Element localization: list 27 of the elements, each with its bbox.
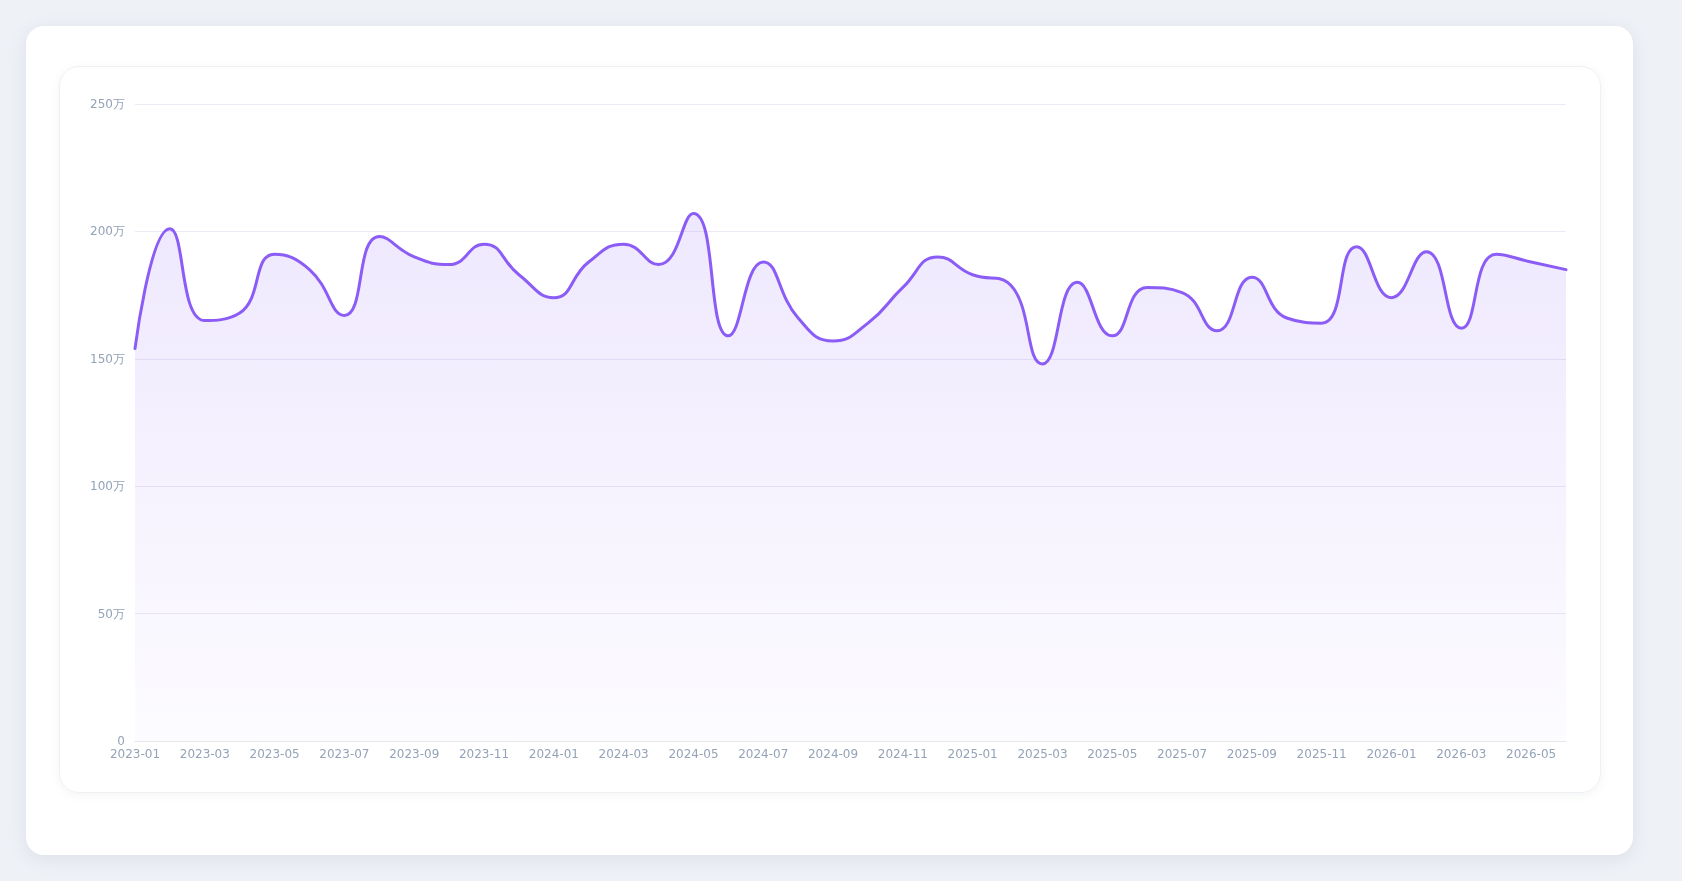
x-tick-label: 2023-03 <box>179 747 230 761</box>
x-tick-label: 2026-05 <box>1506 747 1557 761</box>
x-tick-label: 2025-03 <box>1017 747 1068 761</box>
x-tick-label: 2024-11 <box>877 747 928 761</box>
x-tick-label: 2024-05 <box>668 747 719 761</box>
y-tick-label: 250万 <box>90 97 125 111</box>
x-tick-label: 2026-03 <box>1436 747 1487 761</box>
x-tick-label: 2025-07 <box>1157 747 1208 761</box>
y-tick-label: 0 <box>117 734 125 748</box>
x-tick-label: 2025-05 <box>1087 747 1138 761</box>
x-tick-label: 2023-09 <box>389 747 440 761</box>
x-tick-label: 2024-07 <box>738 747 789 761</box>
x-tick-label: 2024-01 <box>528 747 579 761</box>
x-tick-label: 2024-09 <box>807 747 859 761</box>
y-tick-label: 50万 <box>97 606 125 621</box>
y-tick-label: 200万 <box>90 224 125 239</box>
x-tick-label: 2023-07 <box>319 747 370 761</box>
x-tick-label: 2023-01 <box>109 747 161 761</box>
x-tick-label: 2025-09 <box>1226 747 1277 761</box>
x-tick-label: 2025-01 <box>947 747 998 761</box>
x-tick-label: 2026-01 <box>1366 747 1417 761</box>
x-tick-label: 2023-11 <box>458 747 510 761</box>
y-tick-label: 150万 <box>90 351 125 366</box>
x-tick-label: 2023-05 <box>249 747 300 761</box>
x-tick-label: 2024-03 <box>598 747 649 761</box>
y-tick-label: 100万 <box>90 479 125 494</box>
x-tick-label: 2025-11 <box>1296 747 1347 761</box>
